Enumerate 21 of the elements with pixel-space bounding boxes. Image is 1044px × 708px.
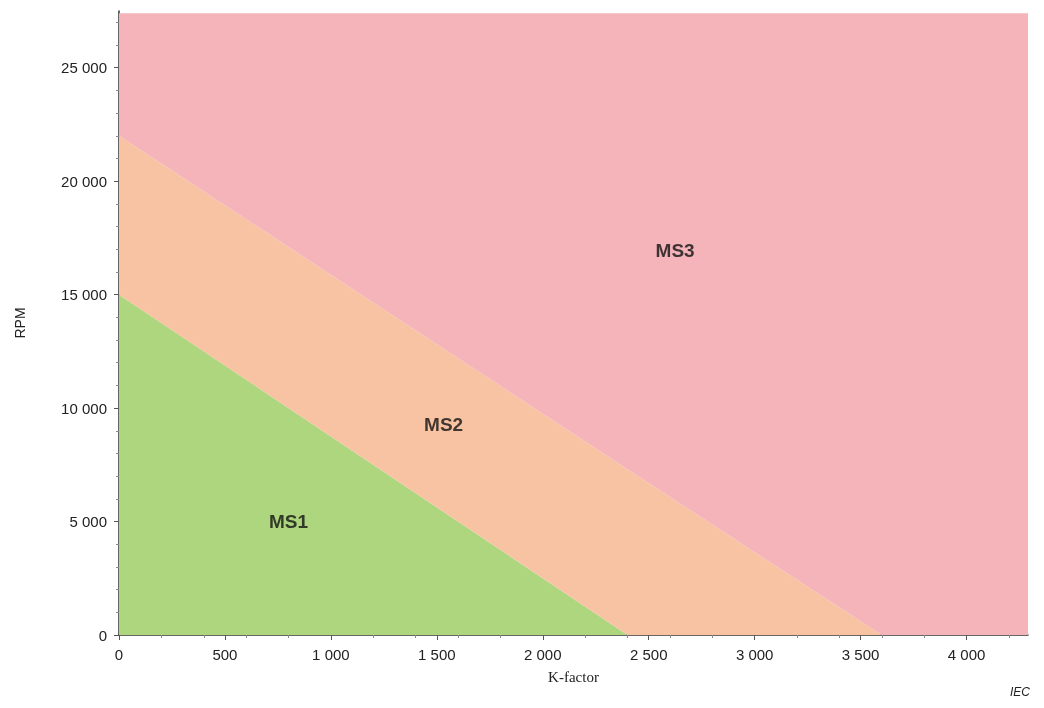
x-tick-label: 500: [212, 646, 238, 663]
x-tick-label: 2 500: [629, 646, 668, 663]
y-tick-label: 25 000: [61, 59, 107, 77]
y-axis-title: RPM: [12, 307, 28, 339]
x-tick-label: 1 000: [312, 646, 350, 663]
x-tick-label: 2 000: [524, 646, 562, 663]
y-tick-label: 20 000: [61, 172, 107, 190]
x-axis-title: K-factor: [548, 668, 599, 685]
x-tick-label: 3 000: [735, 646, 774, 663]
series-label: MS3: [655, 240, 695, 262]
x-tick-label: 3 500: [841, 646, 880, 663]
y-tick-label: 15 000: [61, 286, 107, 304]
x-tick-label: 4 000: [947, 646, 986, 663]
x-tick-label: 1 500: [418, 646, 456, 663]
series-label: MS1: [268, 511, 309, 533]
y-tick-label: 5 000: [69, 513, 107, 531]
x-tick-label: 0: [114, 646, 124, 663]
y-tick-label: 10 000: [61, 399, 107, 417]
series-label: MS2: [424, 414, 464, 436]
y-tick-label: 0: [98, 626, 107, 644]
text: IEC: [1010, 685, 1031, 699]
